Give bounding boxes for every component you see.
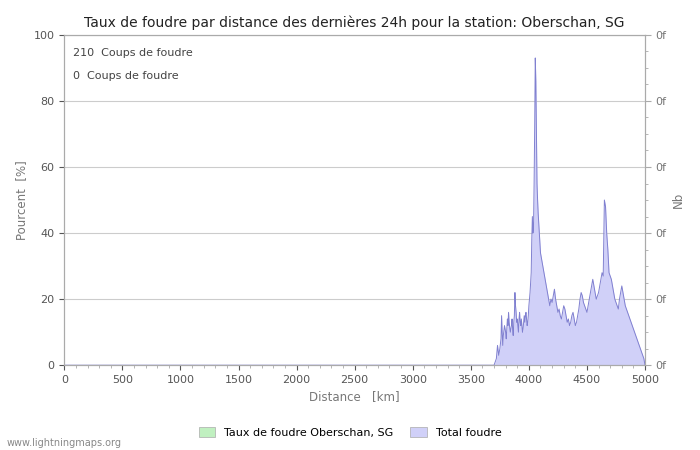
Text: 0  Coups de foudre: 0 Coups de foudre [73, 71, 178, 81]
X-axis label: Distance   [km]: Distance [km] [309, 391, 400, 404]
Title: Taux de foudre par distance des dernières 24h pour la station: Oberschan, SG: Taux de foudre par distance des dernière… [85, 15, 625, 30]
Y-axis label: Pourcent  [%]: Pourcent [%] [15, 160, 28, 240]
Text: 210  Coups de foudre: 210 Coups de foudre [73, 48, 193, 58]
Text: www.lightningmaps.org: www.lightningmaps.org [7, 438, 122, 448]
Legend: Taux de foudre Oberschan, SG, Total foudre: Taux de foudre Oberschan, SG, Total foud… [194, 423, 506, 442]
Y-axis label: Nb: Nb [672, 192, 685, 208]
